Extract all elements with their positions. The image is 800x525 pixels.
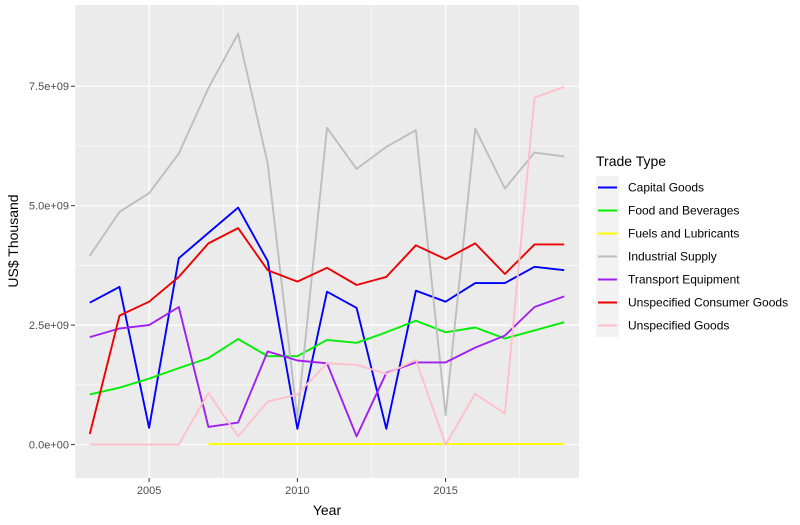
- series-line-capital-goods: [89, 206, 565, 430]
- legend-title: Trade Type: [596, 153, 666, 169]
- x-tick-label: 2010: [285, 485, 309, 497]
- legend-label-food-and-beverages: Food and Beverages: [628, 204, 739, 218]
- x-axis-title: Year: [313, 502, 342, 518]
- x-tick-label: 2005: [137, 485, 161, 497]
- y-tick-label: 7.5e+09: [29, 81, 69, 93]
- y-tick-label: 5.0e+09: [29, 201, 69, 213]
- axes: 0.0e+00 2.5e+09 5.0e+09 7.5e+09 2005 2010 2015: [29, 81, 458, 497]
- series-line-unspecified-consumer-goods: [88, 227, 565, 435]
- y-tick-label: 2.5e+09: [29, 320, 69, 332]
- series-lines: [88, 32, 565, 446]
- legend-label-industrial-supply: Industrial Supply: [628, 250, 717, 264]
- legend-label-transport-equipment: Transport Equipment: [628, 273, 740, 287]
- grid: [74, 5, 579, 478]
- legend: Trade Type Capital Goods Food and Beverag…: [596, 153, 788, 337]
- legend-label-unspecified-consumer-goods: Unspecified Consumer Goods: [628, 296, 788, 310]
- y-tick-label: 0.0e+00: [29, 440, 69, 452]
- series-line-unspecified-goods: [89, 85, 565, 446]
- legend-label-capital-goods: Capital Goods: [628, 181, 704, 195]
- series-line-industrial-supply: [89, 32, 565, 420]
- plot-panel: [75, 5, 579, 478]
- x-tick-label: 2015: [433, 485, 457, 497]
- series-line-food-and-beverages: [89, 319, 565, 396]
- y-axis-title: US$ Thousand: [5, 194, 21, 287]
- legend-label-fuels-and-lubricants: Fuels and Lubricants: [628, 227, 739, 241]
- legend-label-unspecified-goods: Unspecified Goods: [628, 319, 729, 333]
